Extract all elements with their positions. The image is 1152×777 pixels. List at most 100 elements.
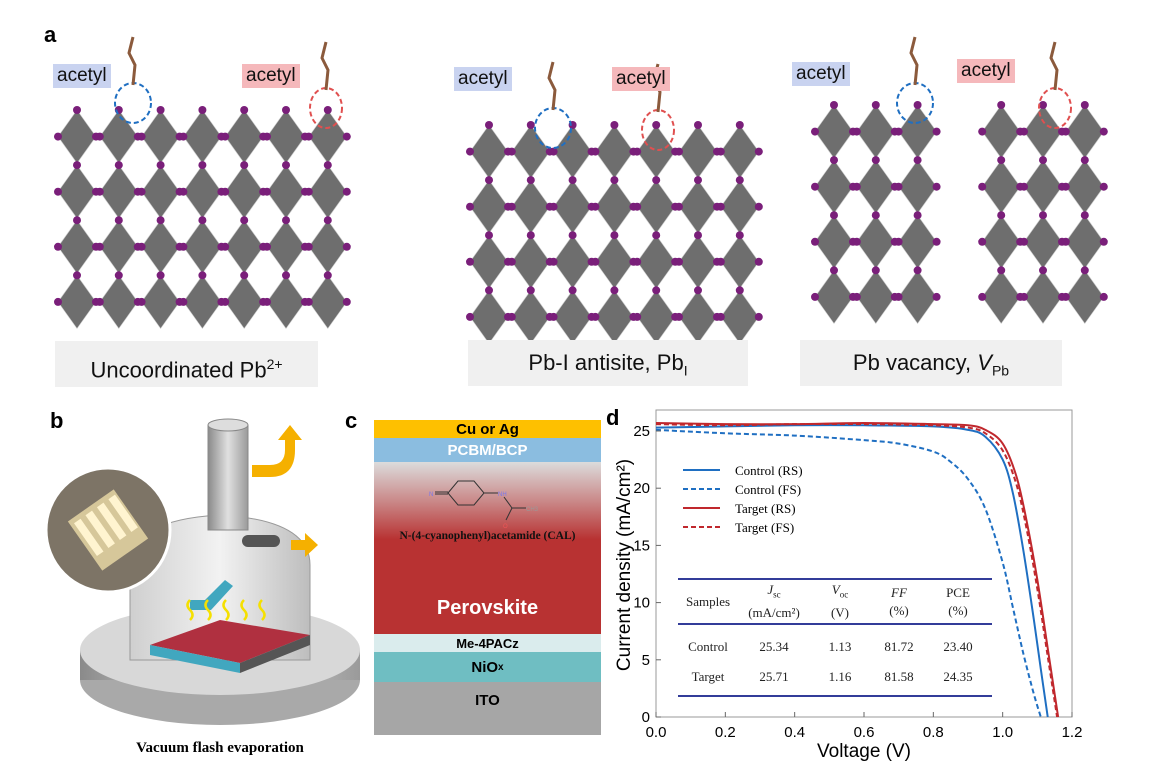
pbi6-octahedron bbox=[183, 109, 222, 164]
iodine-atom bbox=[198, 216, 207, 225]
iodine-atom bbox=[932, 237, 941, 246]
pbi6-octahedron bbox=[141, 274, 180, 330]
x-tick-label: 1.2 bbox=[1062, 724, 1083, 741]
structure-2 bbox=[466, 61, 763, 340]
iodine-atom bbox=[342, 242, 351, 251]
pbi6-octahedron bbox=[469, 124, 509, 179]
panel-a-label: a bbox=[44, 22, 57, 47]
pbi6-octahedron bbox=[814, 214, 854, 269]
legend-label: Target (RS) bbox=[735, 501, 796, 516]
acetyl-label-pink-1: acetyl bbox=[242, 64, 300, 88]
iodine-atom bbox=[549, 202, 558, 211]
iodine-atom bbox=[694, 176, 702, 185]
iodine-atom bbox=[610, 286, 619, 295]
pbi6-octahedron bbox=[308, 274, 348, 330]
iodine-atom bbox=[507, 312, 516, 321]
iodine-atom bbox=[282, 106, 290, 114]
pbi6-octahedron bbox=[720, 234, 760, 289]
pbi6-octahedron bbox=[814, 269, 854, 325]
iodine-atom bbox=[156, 161, 165, 170]
iodine-atom bbox=[323, 106, 332, 114]
pbi6-octahedron bbox=[678, 234, 718, 289]
y-tick-label: 5 bbox=[642, 652, 650, 669]
cell: 25.71 bbox=[759, 669, 789, 684]
iodine-atom bbox=[913, 211, 922, 220]
iodine-atom bbox=[633, 147, 642, 156]
pbi6-octahedron bbox=[224, 274, 264, 330]
header-samples: Samples bbox=[685, 593, 731, 609]
layer-perovskite: Perovskite bbox=[374, 462, 601, 634]
iodine-atom bbox=[894, 182, 903, 191]
pbi6-octahedron bbox=[511, 234, 551, 289]
pbi6-octahedron bbox=[308, 219, 348, 274]
iodine-atom bbox=[95, 132, 104, 141]
iodine-atom bbox=[263, 187, 271, 196]
x-tick-label: 0.2 bbox=[715, 724, 736, 741]
acetyl-label-blue-3: acetyl bbox=[792, 62, 850, 86]
iodine-atom bbox=[282, 271, 290, 280]
pbi6-octahedron bbox=[981, 104, 1021, 159]
iodine-atom bbox=[811, 292, 819, 301]
cell: Target bbox=[691, 669, 725, 684]
caption-sub: I bbox=[683, 362, 688, 379]
pbi6-octahedron bbox=[898, 159, 937, 214]
iodine-atom bbox=[198, 271, 207, 280]
iodine-atom bbox=[735, 286, 744, 295]
exhaust-pipe bbox=[207, 424, 249, 531]
iodine-atom bbox=[156, 106, 165, 114]
iodine-atom bbox=[871, 101, 880, 109]
iodine-atom bbox=[485, 121, 493, 129]
iodine-atom bbox=[716, 147, 725, 156]
iodine-atom bbox=[549, 312, 558, 321]
pbi6-octahedron bbox=[553, 179, 592, 234]
table-header: Samples Jsc (mA/cm²) Voc (V) FF (%) PCE (%) bbox=[678, 578, 992, 625]
iodine-atom bbox=[282, 161, 290, 170]
iodine-atom bbox=[1061, 182, 1070, 191]
iodine-atom bbox=[466, 147, 474, 156]
iodine-atom bbox=[716, 257, 725, 266]
acetyl-molecule bbox=[320, 41, 330, 91]
pbi6-octahedron bbox=[1065, 159, 1105, 214]
inlet-arrow-icon bbox=[291, 533, 318, 557]
iodine-atom bbox=[675, 312, 683, 321]
atom-o: O bbox=[503, 524, 508, 530]
pbi6-octahedron bbox=[898, 214, 937, 269]
iodine-atom bbox=[323, 161, 332, 170]
pbi6-octahedron bbox=[183, 274, 222, 330]
iodine-atom bbox=[114, 161, 123, 170]
caption-uncoordinated-pb: Uncoordinated Pb2+ bbox=[55, 341, 318, 387]
cell: 81.58 bbox=[884, 669, 914, 684]
iodine-atom bbox=[282, 216, 290, 225]
iodine-atom bbox=[54, 242, 62, 251]
iodine-atom bbox=[610, 121, 619, 129]
pbi6-octahedron bbox=[553, 124, 592, 179]
iodine-atom bbox=[304, 242, 313, 251]
layer-ito: ITO bbox=[374, 682, 601, 735]
iodine-atom bbox=[507, 147, 516, 156]
pbi6-octahedron bbox=[511, 124, 551, 179]
y-tick-label: 20 bbox=[633, 480, 650, 497]
pbi6-octahedron bbox=[595, 179, 634, 234]
iodine-atom bbox=[830, 101, 838, 109]
nozzle bbox=[190, 580, 233, 610]
iodine-atom bbox=[735, 176, 744, 185]
iodine-atom bbox=[485, 176, 493, 185]
substrate bbox=[150, 620, 310, 663]
pbi6-octahedron bbox=[678, 124, 718, 179]
pbi6-octahedron bbox=[898, 269, 937, 325]
pbi6-octahedron bbox=[856, 214, 896, 269]
pbi6-octahedron bbox=[1065, 269, 1105, 325]
table-row: Target 25.71 1.16 81.58 24.35 bbox=[678, 663, 992, 691]
iodine-atom bbox=[1099, 127, 1108, 136]
x-tick-label: 0.4 bbox=[784, 724, 805, 741]
structure-1 bbox=[54, 36, 351, 330]
iodine-atom bbox=[54, 297, 62, 306]
pbi6-octahedron bbox=[595, 234, 634, 289]
iodine-atom bbox=[1080, 266, 1089, 275]
pbi6-octahedron bbox=[595, 289, 634, 340]
pce-symbol: PCE bbox=[946, 584, 970, 600]
iodine-atom bbox=[811, 127, 819, 136]
ff-unit: (%) bbox=[889, 602, 909, 618]
iodine-atom bbox=[652, 231, 661, 240]
